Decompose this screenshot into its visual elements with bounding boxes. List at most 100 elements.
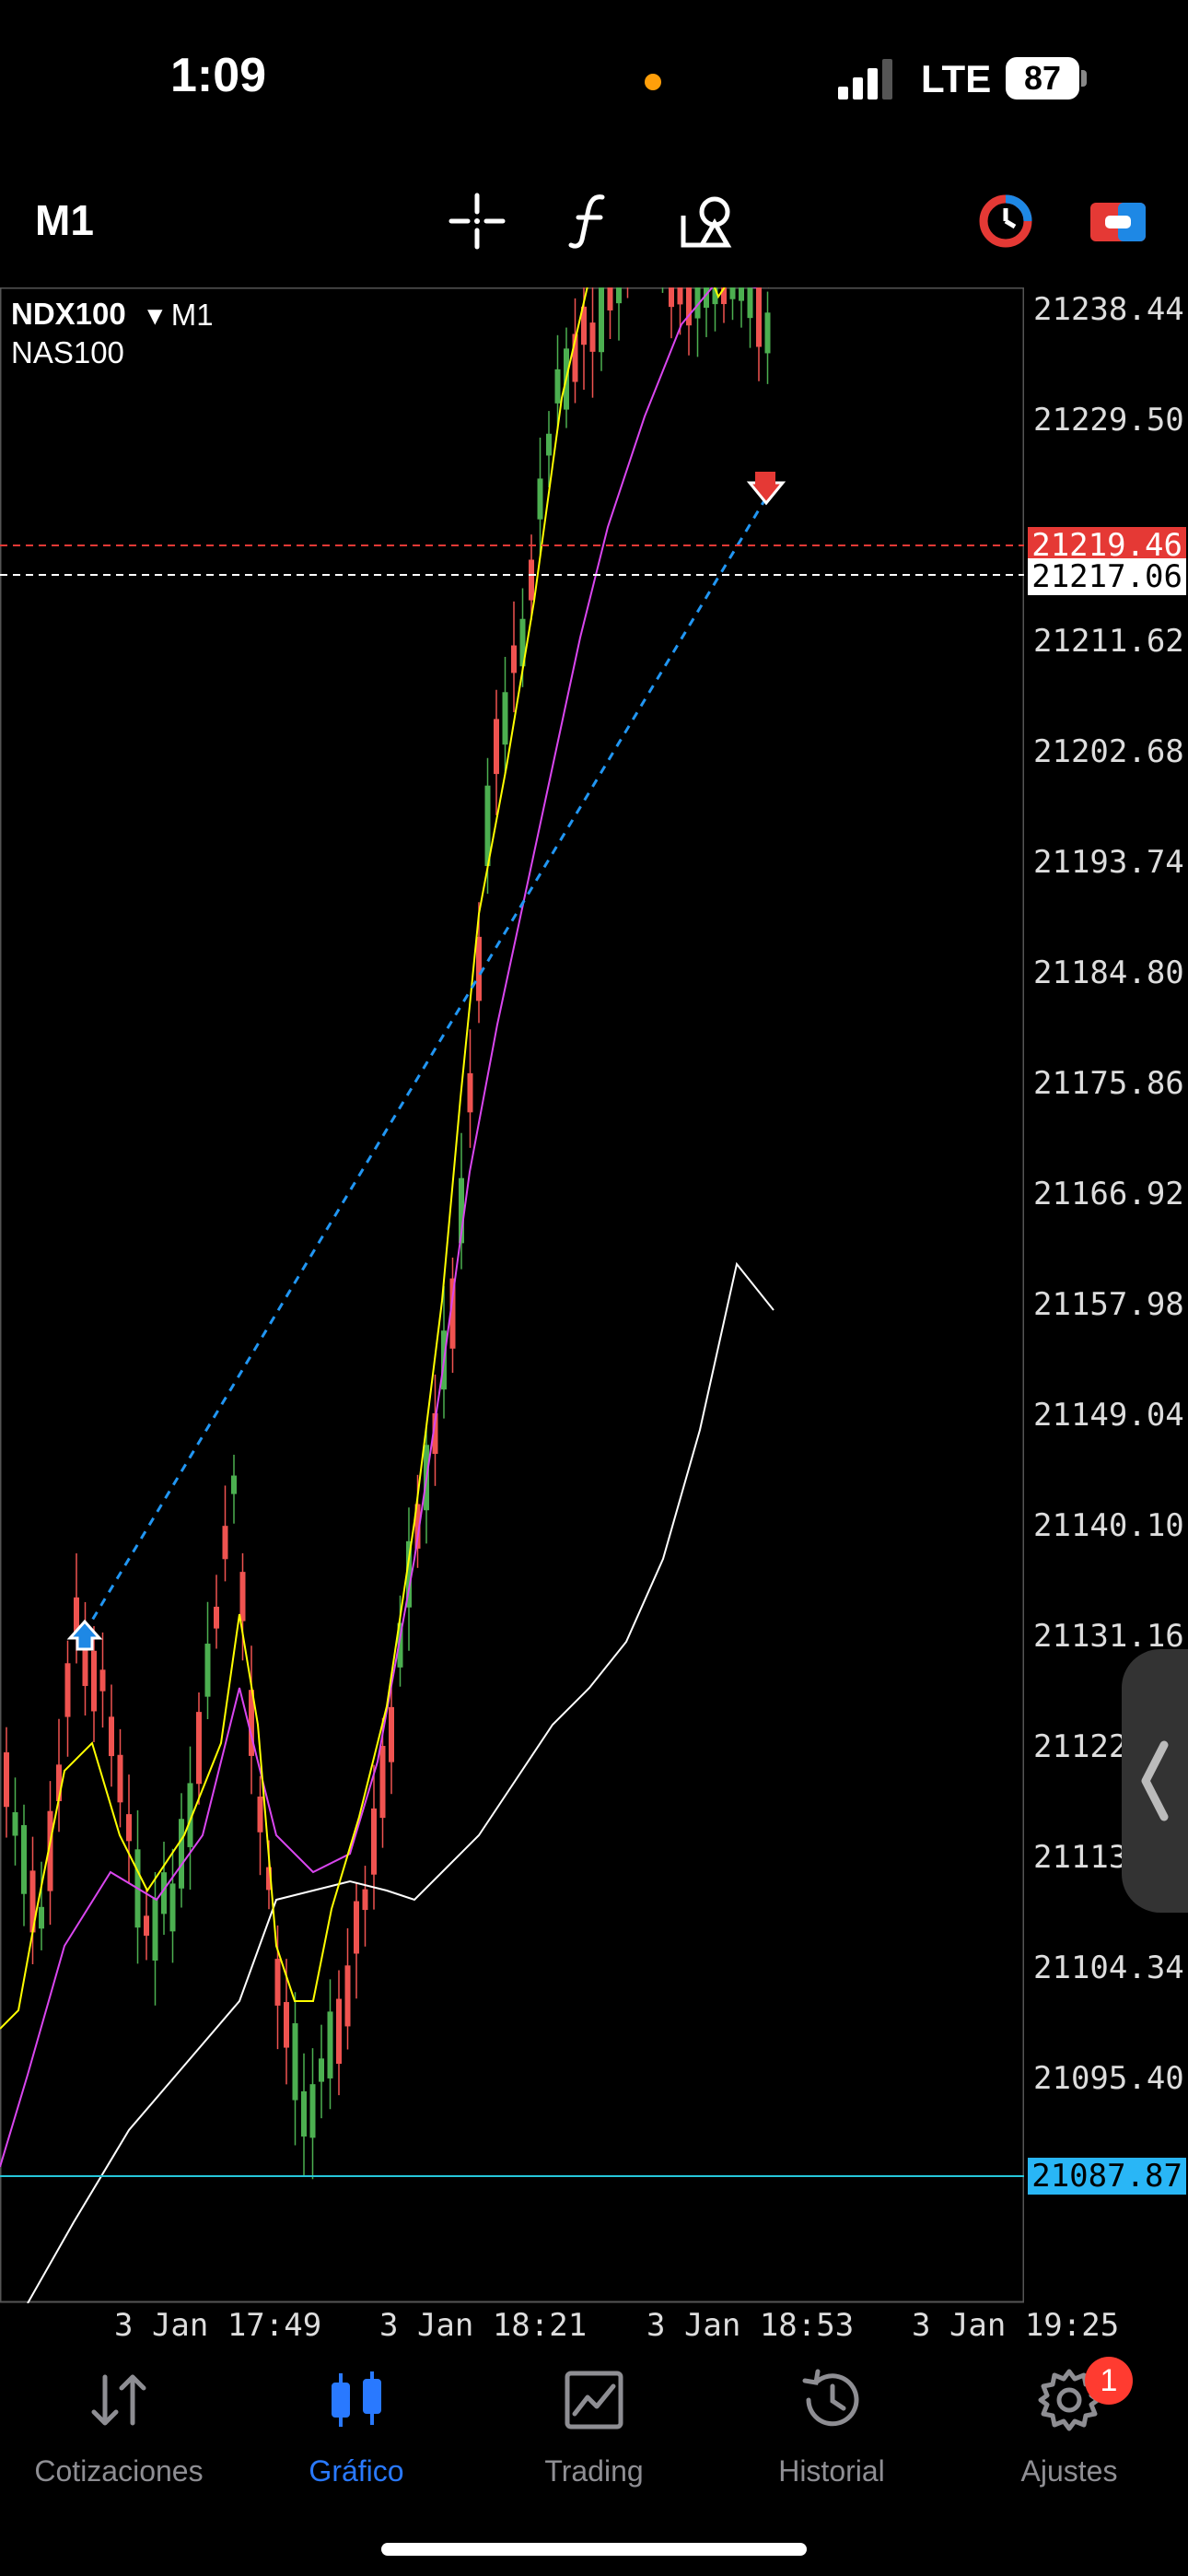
candle xyxy=(117,1754,123,1803)
price-axis-label: 21238.44 xyxy=(1033,291,1184,328)
time-axis-label: 3 Jan 18:53 xyxy=(646,2307,855,2344)
price-axis-label: 21184.80 xyxy=(1033,954,1184,991)
candle xyxy=(196,1712,202,1785)
candle xyxy=(257,1797,263,1832)
candle xyxy=(756,287,762,347)
nav-settings[interactable]: Ajustes xyxy=(950,2368,1188,2488)
history-icon xyxy=(802,2369,859,2427)
candle xyxy=(739,287,744,301)
candle xyxy=(764,312,771,354)
price-axis-label: 21095.40 xyxy=(1033,2060,1184,2097)
candle xyxy=(179,1819,184,1889)
candle xyxy=(554,369,561,404)
price-axis-label: 21202.68 xyxy=(1033,733,1184,770)
time-axis-label: 3 Jan 19:25 xyxy=(912,2307,1120,2344)
indicators-icon[interactable] xyxy=(562,192,621,251)
crosshair-icon[interactable] xyxy=(448,192,507,251)
quotes-icon xyxy=(91,2374,146,2426)
price-axis-label: 21122 xyxy=(1033,1728,1128,1765)
candle xyxy=(74,1597,79,1639)
time-axis-label: 3 Jan 18:21 xyxy=(379,2307,588,2344)
side-panel-handle[interactable] xyxy=(1122,1649,1188,1913)
price-axis-label: 21166.92 xyxy=(1033,1176,1184,1212)
candle xyxy=(484,785,491,867)
candle xyxy=(406,1540,412,1608)
candle xyxy=(274,1959,281,2006)
candle xyxy=(371,1808,377,1875)
candle xyxy=(231,1475,237,1494)
notification-badge: 1 xyxy=(1085,2357,1133,2405)
candle xyxy=(467,1072,473,1113)
nav-history[interactable]: Historial xyxy=(713,2368,950,2488)
candle xyxy=(214,1606,219,1629)
price-chart[interactable] xyxy=(0,287,1024,2303)
candle xyxy=(729,287,736,299)
candle xyxy=(266,1867,272,1891)
nav-quotes[interactable]: Cotizaciones xyxy=(0,2368,238,2488)
nav-settings-label: Ajustes xyxy=(1020,2454,1118,2488)
nav-quotes-label: Cotizaciones xyxy=(34,2454,204,2488)
candle xyxy=(161,1872,167,1914)
candle xyxy=(669,287,674,308)
candle xyxy=(344,1965,351,2027)
candle xyxy=(616,287,622,304)
candle xyxy=(21,1825,27,1894)
nav-trading[interactable]: Trading xyxy=(475,2368,713,2488)
one-click-trading-icon[interactable] xyxy=(976,192,1035,251)
bid-price-tag: 21219.46 xyxy=(1028,527,1186,564)
chart-icon xyxy=(332,2371,381,2427)
candle xyxy=(187,1783,193,1847)
chart-symbol-description: NAS100 xyxy=(11,335,124,369)
candle xyxy=(589,322,596,352)
price-axis-label: 21157.98 xyxy=(1033,1286,1184,1323)
nav-chart[interactable]: Gráfico xyxy=(238,2368,475,2488)
trading-icon xyxy=(565,2371,623,2430)
price-axis-label: 21211.62 xyxy=(1033,623,1184,660)
chart-settings-icon[interactable] xyxy=(1089,192,1147,251)
chart-symbol-timeframe[interactable]: ▾ M1 xyxy=(147,298,214,332)
ma-slow-line xyxy=(27,1261,775,2303)
ma-fast-line xyxy=(0,287,769,2030)
signal-icon xyxy=(838,59,892,100)
candle xyxy=(537,478,543,520)
candle xyxy=(91,1650,97,1712)
recording-indicator xyxy=(645,74,661,90)
candle xyxy=(144,1915,149,1937)
candle xyxy=(56,1764,62,1801)
candle xyxy=(82,1637,88,1686)
candle xyxy=(354,1901,359,1954)
price-axis-label: 21175.86 xyxy=(1033,1065,1184,1102)
candle xyxy=(459,1177,464,1244)
candle xyxy=(607,287,613,310)
candle xyxy=(414,1504,421,1549)
candle xyxy=(529,559,534,601)
nav-trading-label: Trading xyxy=(544,2454,644,2488)
nav-history-label: Historial xyxy=(778,2454,885,2488)
candle xyxy=(4,1751,9,1808)
battery-tip xyxy=(1081,70,1087,87)
price-axis-label: 21193.74 xyxy=(1033,844,1184,881)
candle xyxy=(694,287,701,319)
candle xyxy=(379,1746,386,1819)
candle xyxy=(109,1716,114,1757)
candle xyxy=(686,287,692,326)
candle xyxy=(712,287,718,305)
ma-mid-line xyxy=(0,287,758,2168)
timeframe-button[interactable]: M1 xyxy=(35,196,94,244)
status-time: 1:09 xyxy=(170,49,267,102)
candle xyxy=(572,334,578,382)
candle xyxy=(126,1814,132,1842)
candle xyxy=(39,1906,44,1929)
chart-symbol[interactable]: NDX100 xyxy=(11,297,126,331)
candle xyxy=(292,2023,298,2101)
candle xyxy=(64,1663,71,1717)
candle xyxy=(204,1644,211,1697)
buy-arrow-icon xyxy=(66,1619,103,1651)
objects-icon[interactable] xyxy=(678,192,737,251)
candle xyxy=(47,1810,53,1891)
candle xyxy=(239,1572,246,1622)
candle xyxy=(677,287,683,305)
candle xyxy=(519,618,526,667)
chevron-left-icon xyxy=(1141,1740,1169,1821)
candle xyxy=(502,692,508,745)
